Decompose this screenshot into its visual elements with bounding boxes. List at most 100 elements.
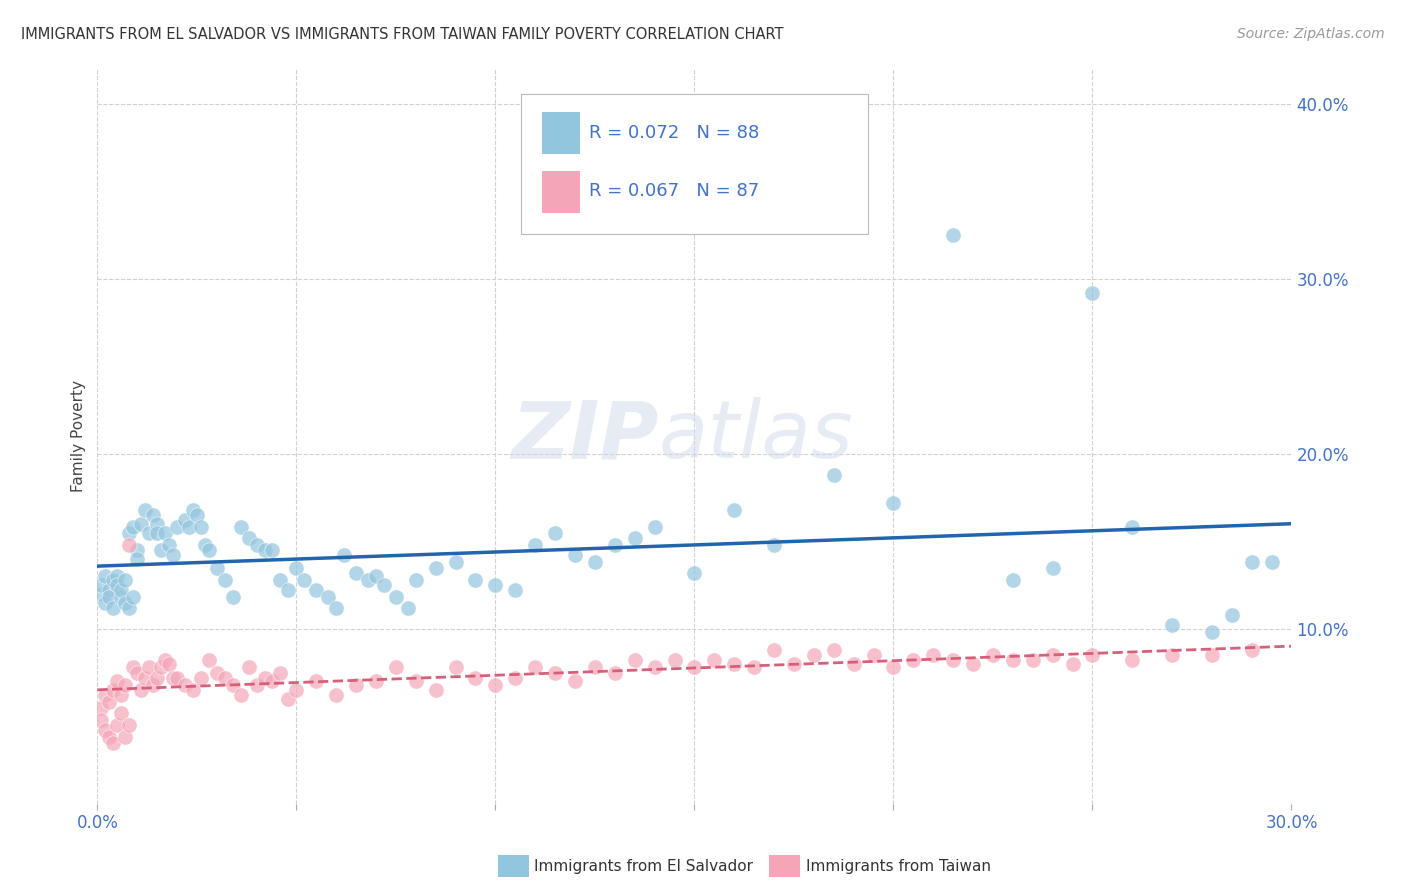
Point — [221, 591, 243, 605]
Point — [862, 648, 884, 662]
Point — [114, 573, 136, 587]
Point — [105, 578, 128, 592]
Point — [245, 538, 267, 552]
Point — [186, 508, 208, 522]
Point — [425, 560, 447, 574]
Point — [105, 674, 128, 689]
Point — [127, 665, 149, 680]
Point — [262, 543, 284, 558]
Point — [229, 520, 252, 534]
Point — [205, 560, 228, 574]
Point — [110, 591, 132, 605]
Point — [142, 508, 165, 522]
Point — [1001, 653, 1024, 667]
Point — [105, 569, 128, 583]
Point — [269, 665, 291, 680]
Point — [484, 678, 506, 692]
Point — [118, 525, 141, 540]
Point — [110, 706, 132, 720]
Point — [823, 467, 845, 482]
Point — [205, 665, 228, 680]
Point — [783, 657, 806, 671]
Point — [214, 573, 236, 587]
Point — [181, 683, 204, 698]
Point — [150, 660, 173, 674]
Point — [444, 555, 467, 569]
Point — [292, 573, 315, 587]
Point — [1042, 560, 1064, 574]
Point — [703, 653, 725, 667]
Point — [1042, 648, 1064, 662]
FancyBboxPatch shape — [522, 95, 868, 234]
Point — [114, 731, 136, 745]
Point — [245, 678, 267, 692]
FancyBboxPatch shape — [541, 112, 579, 153]
Point — [134, 503, 156, 517]
Point — [942, 653, 965, 667]
Point — [177, 520, 200, 534]
Point — [981, 648, 1004, 662]
Point — [823, 643, 845, 657]
Point — [118, 718, 141, 732]
Point — [122, 520, 145, 534]
Text: atlas: atlas — [658, 397, 853, 475]
Point — [763, 643, 786, 657]
Point — [962, 657, 984, 671]
Point — [94, 596, 117, 610]
Point — [166, 520, 188, 534]
Point — [842, 657, 865, 671]
Point — [524, 660, 547, 674]
Text: R = 0.067   N = 87: R = 0.067 N = 87 — [589, 182, 759, 201]
Point — [94, 569, 117, 583]
Text: IMMIGRANTS FROM EL SALVADOR VS IMMIGRANTS FROM TAIWAN FAMILY POVERTY CORRELATION: IMMIGRANTS FROM EL SALVADOR VS IMMIGRANT… — [21, 27, 783, 42]
Point — [1240, 643, 1263, 657]
Point — [146, 671, 169, 685]
Point — [305, 583, 328, 598]
Text: Immigrants from Taiwan: Immigrants from Taiwan — [806, 859, 991, 873]
Point — [181, 503, 204, 517]
Point — [103, 683, 125, 698]
Point — [277, 583, 299, 598]
Point — [114, 596, 136, 610]
Point — [1161, 648, 1184, 662]
Point — [385, 591, 408, 605]
Point — [503, 583, 526, 598]
Point — [357, 573, 380, 587]
Point — [464, 671, 486, 685]
Point — [644, 660, 666, 674]
Point — [1240, 555, 1263, 569]
Point — [373, 578, 395, 592]
Point — [157, 657, 180, 671]
Point — [763, 538, 786, 552]
Point — [174, 678, 197, 692]
Point — [238, 531, 260, 545]
Point — [98, 583, 121, 598]
Point — [269, 573, 291, 587]
Point — [122, 591, 145, 605]
Point — [683, 660, 706, 674]
Point — [803, 648, 825, 662]
Point — [723, 503, 745, 517]
Point — [94, 723, 117, 738]
Point — [190, 520, 212, 534]
Point — [405, 573, 427, 587]
Point — [564, 549, 586, 563]
Point — [277, 692, 299, 706]
Point — [1121, 520, 1143, 534]
Point — [157, 538, 180, 552]
Point — [1022, 653, 1045, 667]
Point — [214, 671, 236, 685]
Text: ZIP: ZIP — [512, 397, 658, 475]
Point — [98, 591, 121, 605]
Point — [229, 689, 252, 703]
Point — [194, 538, 217, 552]
Point — [325, 600, 347, 615]
Point — [623, 531, 645, 545]
Point — [105, 718, 128, 732]
Point — [138, 660, 160, 674]
Point — [385, 660, 408, 674]
Text: Source: ZipAtlas.com: Source: ZipAtlas.com — [1237, 27, 1385, 41]
Point — [146, 525, 169, 540]
Point — [162, 671, 184, 685]
Point — [903, 653, 925, 667]
